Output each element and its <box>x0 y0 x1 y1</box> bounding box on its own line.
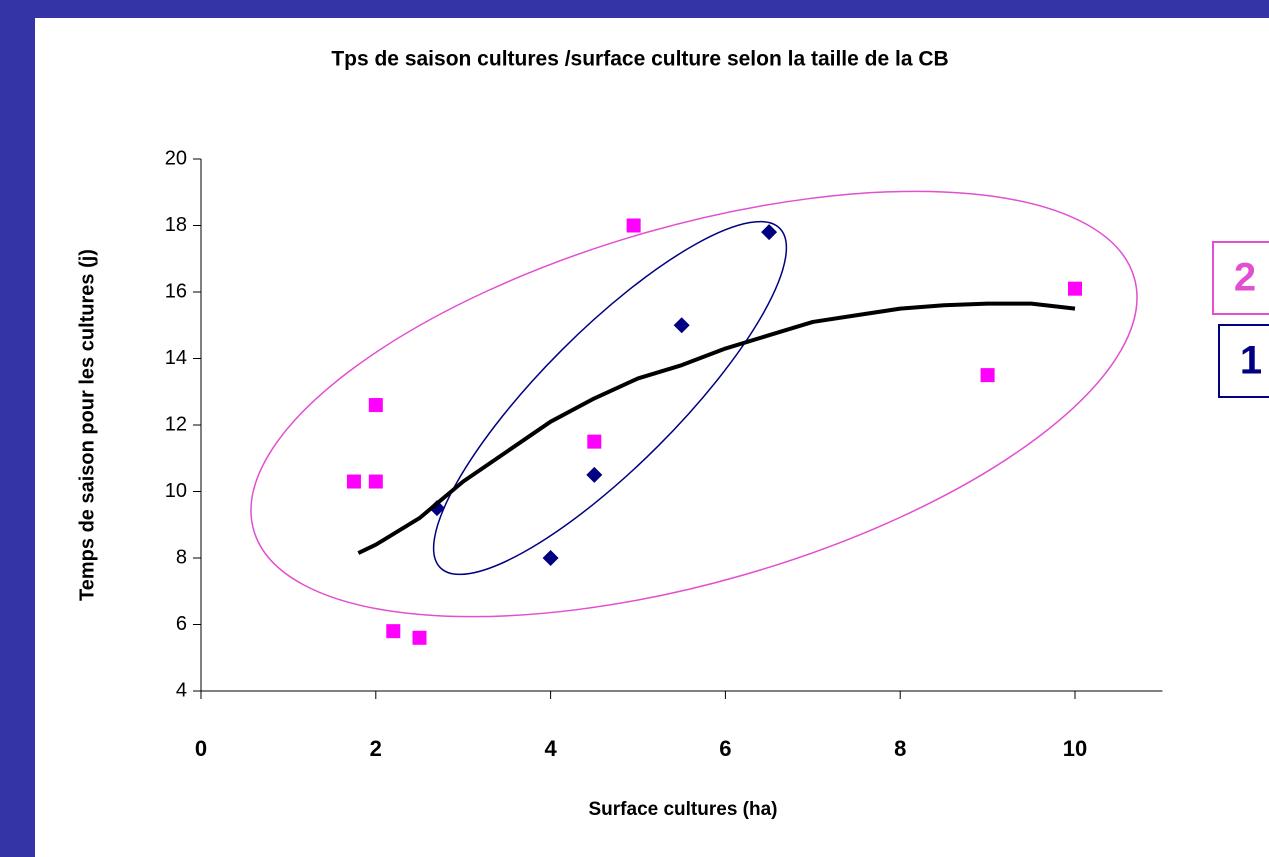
square-point <box>368 398 383 413</box>
y-tick-label: 14 <box>165 347 187 369</box>
diamond-point <box>542 550 559 566</box>
chart-title: Tps de saison cultures /surface culture … <box>331 48 948 71</box>
square-point <box>368 474 383 489</box>
y-tick-label: 12 <box>165 413 187 435</box>
square-point <box>626 218 641 233</box>
group-label-box <box>1218 324 1269 398</box>
y-tick-label: 8 <box>176 546 187 568</box>
x-tick-label: 4 <box>544 736 557 761</box>
x-tick-label: 0 <box>195 736 207 761</box>
trend-line <box>357 301 1076 555</box>
diamond-point <box>428 500 445 517</box>
background <box>35 18 1269 857</box>
y-tick-label: 6 <box>176 613 187 635</box>
square-point <box>1068 281 1082 296</box>
square-point <box>412 630 427 645</box>
group-label: 2 <box>1234 256 1256 300</box>
x-tick-label: 2 <box>370 736 382 761</box>
x-axis-title: Surface cultures (ha) <box>589 799 778 820</box>
y-tick-label: 10 <box>165 480 187 502</box>
y-tick-label: 16 <box>165 280 187 302</box>
y-tick-label: 20 <box>165 147 187 169</box>
y-axis-title: Temps de saison pour les cultures (j) <box>76 249 98 601</box>
square-point <box>386 624 401 639</box>
diamond-point <box>761 224 778 241</box>
x-tick-label: 10 <box>1063 736 1087 761</box>
x-tick-label: 8 <box>894 736 906 761</box>
group-1-ellipse <box>432 220 788 576</box>
diamond-point <box>586 466 603 483</box>
diamond-point <box>673 317 690 334</box>
y-tick-label: 18 <box>165 214 187 236</box>
group-label-box <box>1212 241 1269 315</box>
square-point <box>587 434 602 449</box>
x-tick-label: 6 <box>719 736 731 761</box>
square-point <box>980 368 995 383</box>
square-point <box>346 474 361 489</box>
y-tick-label: 4 <box>176 679 187 701</box>
group-label: 1 <box>1240 339 1262 383</box>
group-2-ellipse <box>250 190 1138 618</box>
